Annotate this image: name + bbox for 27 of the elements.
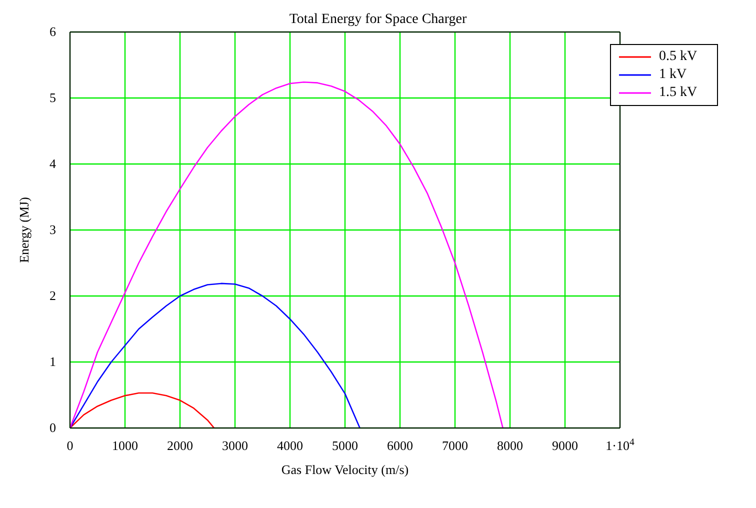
- x-tick-label: 2000: [167, 438, 193, 453]
- chart-title: Total Energy for Space Charger: [289, 12, 467, 27]
- x-tick-label: 5000: [332, 438, 358, 453]
- x-tick-label: 6000: [387, 438, 413, 453]
- x-tick-label: 8000: [497, 438, 523, 453]
- y-axis-title: Energy (MJ): [16, 197, 32, 263]
- line-series: [70, 392, 215, 428]
- y-tick-label: 1: [50, 354, 56, 369]
- x-tick-label: 1000: [112, 438, 138, 453]
- y-tick-label: 0: [50, 420, 56, 435]
- y-tick-label: 5: [50, 90, 56, 105]
- y-tick-label: 4: [50, 156, 56, 171]
- x-tick-label: 4000: [277, 438, 303, 453]
- y-tick-label: 3: [50, 222, 56, 237]
- x-tick-label: 9000: [552, 438, 578, 453]
- y-tick-label: 6: [50, 24, 56, 39]
- x-tick-label: 3000: [222, 438, 248, 453]
- legend-label: 1.5 kV: [659, 85, 698, 101]
- x-axis-title: Gas Flow Velocity (m/s): [281, 462, 409, 477]
- line-series: [70, 282, 360, 428]
- legend-label: 0.5 kV: [659, 49, 698, 65]
- x-tick-label: 1·10$^{4}$: [606, 436, 634, 453]
- line-series: [70, 82, 504, 428]
- x-tick-label: 0: [66, 438, 74, 453]
- legend-label: 1 kV: [659, 67, 687, 83]
- x-tick-label: 7000: [442, 438, 468, 453]
- y-tick-label: 2: [50, 288, 56, 303]
